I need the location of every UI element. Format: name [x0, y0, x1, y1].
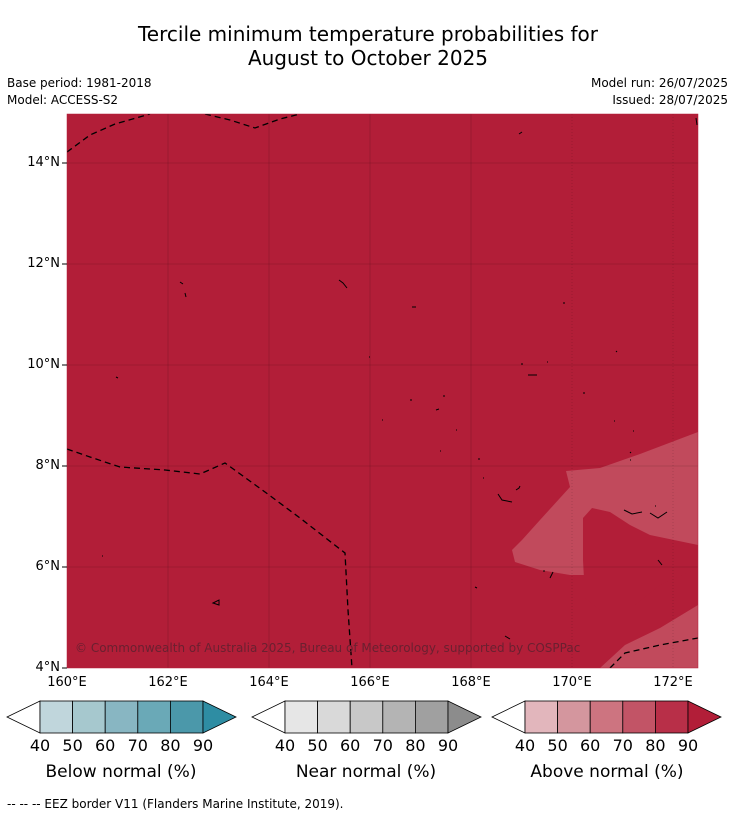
lat-label-8n: 8°N — [35, 458, 61, 473]
colorbar-below-normal — [6, 700, 237, 734]
lon-label-162e: 162°E — [148, 675, 188, 690]
model-name: Model: ACCESS-S2 — [7, 93, 119, 107]
lon-label-168e: 168°E — [451, 675, 491, 690]
tick-label: 40 — [274, 736, 296, 755]
chart-title: Tercile minimum temperature probabilitie… — [0, 22, 736, 70]
tick-label: 60 — [340, 736, 361, 755]
colorbar-segment — [72, 700, 106, 734]
colorbar-segment — [317, 700, 351, 734]
eez-borders — [67, 114, 698, 668]
lon-label-164e: 164°E — [249, 675, 289, 690]
title-line-1: Tercile minimum temperature probabilitie… — [137, 22, 599, 46]
lat-label-10n: 10°N — [27, 357, 60, 372]
copyright-notice: © Commonwealth of Australia 2025, Bureau… — [75, 641, 581, 655]
axis-ticks — [62, 162, 67, 669]
colorbar-segment — [589, 700, 624, 734]
colorbar-segment — [349, 700, 384, 734]
lon-label-170e: 170°E — [552, 675, 592, 690]
tick-label: 50 — [307, 736, 328, 755]
tick-label: 60 — [95, 736, 116, 755]
colorbar-segment — [524, 700, 558, 734]
colorbar-extend-low — [251, 700, 286, 734]
colorbar-segment — [169, 700, 204, 734]
meta-right: Model run: 26/07/2025 Issued: 28/07/2025 — [591, 75, 728, 109]
colorbar-segment — [104, 700, 139, 734]
lon-label-166e: 166°E — [350, 675, 390, 690]
colorbar-near-label: Near normal (%) — [295, 762, 437, 782]
tick-label: 90 — [677, 736, 699, 755]
colorbar-extend-high — [687, 700, 722, 734]
colorbar-near-normal — [251, 700, 482, 734]
colorbar-below-label: Below normal (%) — [45, 762, 197, 782]
colorbar-segment — [622, 700, 656, 734]
tick-label: 70 — [372, 736, 393, 755]
title-line-2: August to October 2025 — [247, 46, 489, 70]
tick-label: 80 — [160, 736, 181, 755]
issued-date: Issued: 28/07/2025 — [612, 93, 728, 107]
colorbar-above-normal — [491, 700, 722, 734]
colorbar-extend-high — [202, 700, 237, 734]
tick-label: 90 — [437, 736, 459, 755]
lat-label-6n: 6°N — [35, 559, 61, 574]
colorbar-segment — [414, 700, 449, 734]
colorbar-segment — [284, 700, 318, 734]
colorbar-segment — [557, 700, 591, 734]
lon-label-160e: 160°E — [47, 675, 87, 690]
tick-label: 50 — [547, 736, 568, 755]
model-run: Model run: 26/07/2025 — [590, 76, 728, 90]
colorbar-extend-high — [447, 700, 482, 734]
colorbar-extend-low — [491, 700, 526, 734]
tick-label: 70 — [612, 736, 633, 755]
colorbar-segment — [382, 700, 416, 734]
above-80-90-patch — [583, 508, 698, 610]
colorbar-above-label: Above normal (%) — [530, 762, 684, 782]
islands — [102, 117, 698, 640]
tick-label: 90 — [192, 736, 214, 755]
tick-label: 70 — [127, 736, 148, 755]
colorbar-segment — [654, 700, 689, 734]
lat-label-4n: 4°N — [35, 660, 61, 675]
colorbar-segment — [39, 700, 73, 734]
tick-label: 50 — [62, 736, 83, 755]
meta-left: Base period: 1981-2018 Model: ACCESS-S2 — [7, 75, 152, 109]
tick-label: 40 — [514, 736, 536, 755]
tick-label: 60 — [580, 736, 601, 755]
above-70-80-region-lower — [600, 605, 698, 668]
tick-label: 80 — [645, 736, 666, 755]
lat-label-14n: 14°N — [27, 155, 60, 170]
tick-label: 80 — [405, 736, 426, 755]
colorbar-segment — [137, 700, 171, 734]
graticule — [67, 114, 698, 668]
eez-footnote: -- -- -- EEZ border V11 (Flanders Marine… — [7, 797, 344, 811]
tick-label: 40 — [29, 736, 51, 755]
base-period: Base period: 1981-2018 — [7, 76, 152, 90]
lon-label-172e: 172°E — [653, 675, 693, 690]
colorbar-extend-low — [6, 700, 41, 734]
lat-label-12n: 12°N — [27, 256, 60, 271]
